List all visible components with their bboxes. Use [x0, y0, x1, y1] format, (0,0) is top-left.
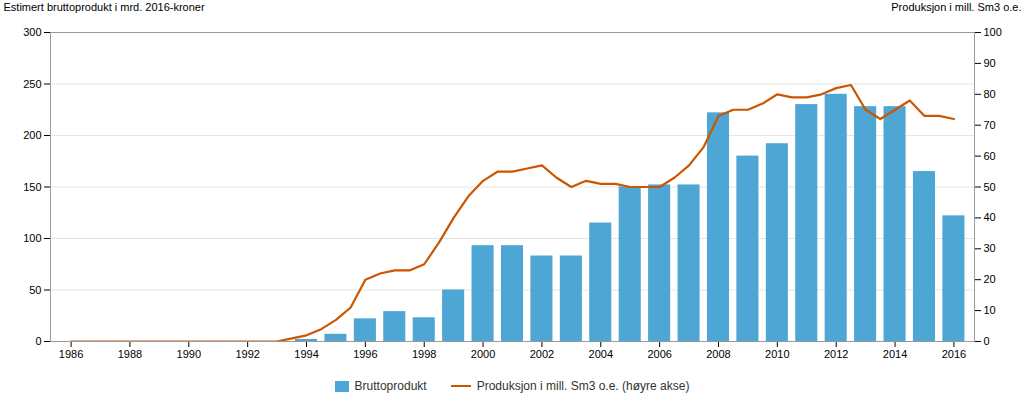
svg-text:150: 150: [23, 181, 41, 193]
svg-text:80: 80: [984, 88, 996, 100]
svg-text:0: 0: [35, 335, 41, 347]
svg-text:300: 300: [23, 26, 41, 38]
svg-text:10: 10: [984, 304, 996, 316]
svg-text:2004: 2004: [589, 348, 613, 360]
svg-text:2006: 2006: [647, 348, 671, 360]
svg-text:50: 50: [984, 181, 996, 193]
html-text:Produksjon i mill. Sm3 o.e. (h: Produksjon i mill. Sm3 o.e. (høyre akse): [476, 379, 690, 393]
svg-text:50: 50: [29, 284, 41, 296]
svg-text:200: 200: [23, 129, 41, 141]
svg-text:2008: 2008: [706, 348, 730, 360]
svg-text:1992: 1992: [235, 348, 259, 360]
svg-text:70: 70: [984, 119, 996, 131]
svg-text:1986: 1986: [59, 348, 83, 360]
svg-text:1998: 1998: [412, 348, 436, 360]
html-text:Bruttoprodukt: Bruttoprodukt: [354, 379, 427, 393]
svg-text:1994: 1994: [294, 348, 318, 360]
svg-text:1996: 1996: [353, 348, 377, 360]
svg-text:250: 250: [23, 78, 41, 90]
svg-text:40: 40: [984, 211, 996, 223]
svg-text:2010: 2010: [765, 348, 789, 360]
svg-text:1988: 1988: [118, 348, 142, 360]
svg-text:2002: 2002: [530, 348, 554, 360]
svg-text:2016: 2016: [942, 348, 966, 360]
svg-text:100: 100: [23, 232, 41, 244]
svg-text:60: 60: [984, 150, 996, 162]
svg-text:90: 90: [984, 57, 996, 69]
svg-text:30: 30: [984, 242, 996, 254]
svg-text:0: 0: [984, 335, 990, 347]
svg-text:2014: 2014: [883, 348, 907, 360]
svg-text:Produksjon i mill. Sm3 o.e.: Produksjon i mill. Sm3 o.e.: [891, 1, 1021, 13]
svg-text:2000: 2000: [471, 348, 495, 360]
svg-text:Estimert bruttoprodukt i mrd.: Estimert bruttoprodukt i mrd. 2016-krone…: [4, 1, 205, 13]
svg-text:20: 20: [984, 273, 996, 285]
svg-text:2012: 2012: [824, 348, 848, 360]
svg-text:100: 100: [984, 26, 1002, 38]
svg-text:1990: 1990: [177, 348, 201, 360]
